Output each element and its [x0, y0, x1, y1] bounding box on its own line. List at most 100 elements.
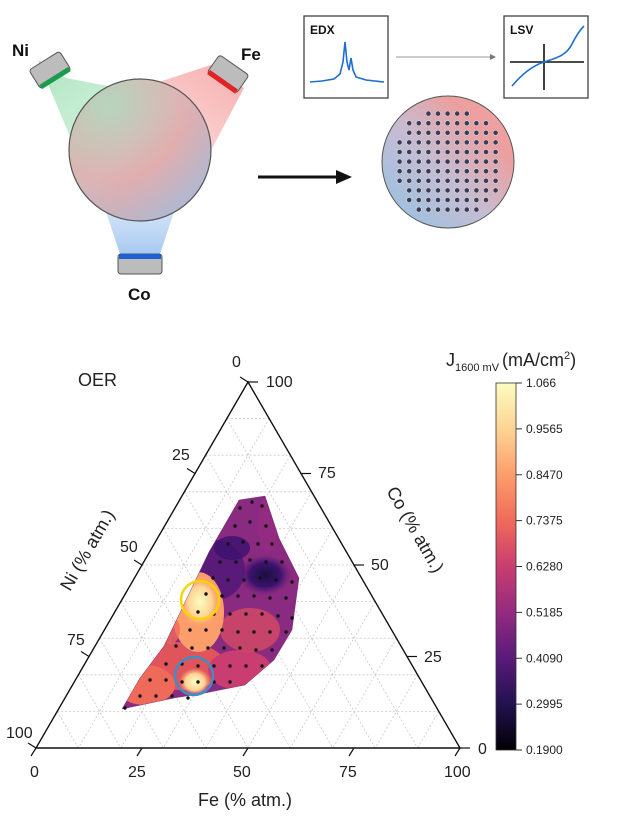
electrode-dot — [425, 129, 432, 136]
electrode-dot — [483, 168, 489, 175]
sample-point — [148, 678, 152, 682]
lsv-panel: LSV — [503, 15, 589, 99]
electrode-dot — [415, 197, 422, 203]
electrode-dot — [483, 177, 489, 184]
electrode-dot — [415, 206, 422, 213]
sample-point — [238, 646, 242, 650]
electrode-dot — [406, 139, 413, 146]
electrode-dot — [492, 177, 499, 184]
colorbar-tick-label: 0.2995 — [526, 697, 563, 711]
ni-tick-0: 0 — [232, 354, 241, 371]
sample-point — [186, 696, 190, 700]
colorbar: 1.066 0.9565 0.8470 0.7375 0.6280 0.5185 0.409… — [446, 350, 576, 757]
fe-sputter-gun — [207, 55, 249, 94]
electrode-dot — [473, 177, 480, 184]
sample-point — [236, 594, 240, 598]
electrode-dot — [415, 129, 422, 136]
sample-point — [268, 596, 272, 600]
electrode-dot — [444, 168, 451, 175]
electrode-dot — [444, 206, 451, 213]
sample-point — [248, 520, 252, 524]
electrode-dot — [492, 139, 499, 146]
electrode-dot — [425, 177, 432, 184]
electrode-dot — [406, 187, 413, 194]
electrode-dot — [444, 177, 451, 184]
electrode-dot — [463, 129, 470, 136]
sample-point — [260, 504, 264, 508]
ni-tick-25: 25 — [172, 447, 190, 464]
electrode-dot — [483, 129, 489, 136]
electrode-dot — [425, 149, 432, 155]
sample-point — [256, 542, 260, 546]
fe-tick-100: 100 — [444, 764, 471, 781]
electrode-dot — [454, 206, 461, 213]
electrode-dot — [425, 168, 432, 175]
electrode-dot — [473, 120, 480, 127]
sample-point — [284, 596, 288, 600]
electrode-dot — [435, 177, 441, 184]
electrode-dot — [425, 206, 432, 213]
electrode-dot — [425, 158, 432, 165]
fe-tick-50: 50 — [233, 764, 251, 781]
sample-point — [244, 612, 248, 616]
electrode-dot — [435, 158, 441, 165]
electrode-dot — [454, 139, 461, 146]
co-tick-0: 0 — [478, 741, 487, 758]
co-tick-50: 50 — [371, 557, 389, 574]
electrode-dot — [463, 206, 470, 213]
electrode-dot — [492, 158, 499, 165]
electrode-dot — [435, 168, 441, 175]
electrode-dot — [396, 149, 403, 155]
sample-point — [252, 594, 256, 598]
sample-point — [284, 630, 288, 634]
fe-label: Fe — [241, 45, 261, 64]
sample-point — [180, 680, 184, 684]
sample-point — [252, 630, 256, 634]
electrode-dot — [406, 149, 413, 155]
sample-point — [204, 592, 208, 596]
electrode-dot — [463, 139, 470, 146]
sample-point — [218, 560, 222, 564]
ni-label: Ni — [12, 41, 29, 60]
sample-point — [244, 664, 248, 668]
electrode-dot — [483, 120, 489, 127]
electrode-dot — [435, 139, 441, 146]
colorbar-tick-label: 0.4090 — [526, 651, 563, 665]
electrode-dot — [473, 197, 480, 203]
electrode-dot — [483, 187, 489, 194]
electrode-dot — [444, 139, 451, 146]
fe-tick-75: 75 — [339, 764, 357, 781]
electrode-dot — [406, 120, 413, 127]
electrode-dot — [454, 177, 461, 184]
sample-point — [190, 646, 194, 650]
electrode-dot — [444, 197, 451, 203]
electrode-dot — [483, 149, 489, 155]
sample-point — [220, 594, 224, 598]
sample-point — [242, 578, 246, 582]
sample-point — [206, 646, 210, 650]
electrode-dot — [463, 110, 470, 117]
sample-point — [241, 540, 245, 544]
edx-panel: EDX — [303, 15, 389, 99]
sample-point — [268, 630, 272, 634]
electrode-dot — [444, 187, 451, 194]
sample-point — [170, 694, 174, 698]
electrode-dot — [425, 110, 432, 117]
electrode-dot — [454, 187, 461, 194]
electrode-array — [396, 110, 499, 213]
ni-sputter-gun — [29, 51, 71, 90]
electrode-dot — [473, 187, 480, 194]
electrode-dot — [454, 120, 461, 127]
colorbar-tick-label: 0.1900 — [526, 743, 563, 757]
sample-point — [123, 706, 127, 710]
sample-point — [270, 648, 274, 652]
sample-point — [260, 612, 264, 616]
sample-point — [290, 616, 294, 620]
electrode-dot — [406, 168, 413, 175]
electrode-dot — [483, 197, 489, 203]
electrode-dot — [492, 149, 499, 155]
electrode-dot — [454, 149, 461, 155]
electrode-dot — [415, 149, 422, 155]
electrode-dot — [425, 187, 432, 194]
sample-point — [211, 576, 215, 580]
